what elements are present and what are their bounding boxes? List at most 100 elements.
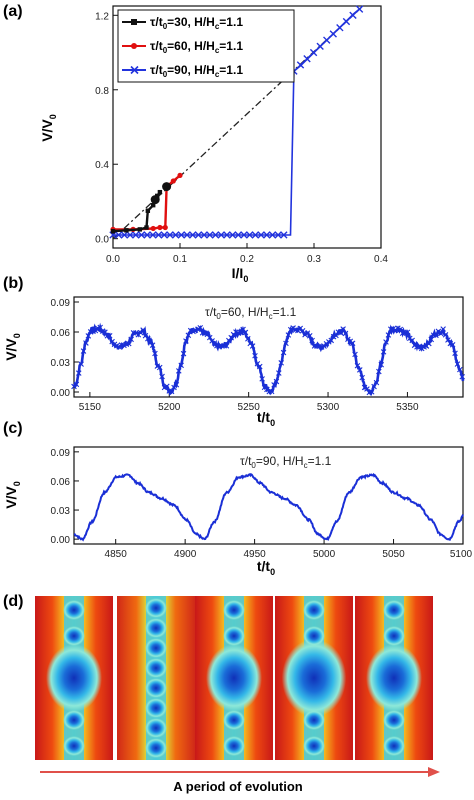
plot-frame-c	[73, 446, 464, 545]
series-marker-square	[124, 228, 129, 233]
waveform-b-marker	[180, 350, 187, 357]
panel-label-d: (d)	[3, 593, 23, 610]
legend-box	[117, 9, 295, 83]
waveform-b-marker	[78, 361, 84, 367]
y-tick-label-b: 0.00	[51, 388, 71, 399]
waveform-b-marker	[259, 376, 265, 382]
waveform-b-marker	[385, 332, 392, 338]
vortex-core	[145, 618, 167, 638]
series-marker-circle	[162, 224, 168, 231]
vortex-core	[223, 736, 245, 756]
series-marker-circle	[150, 225, 156, 232]
y-tick-label-b: 0.06	[51, 328, 71, 339]
waveform-b-marker	[440, 326, 446, 332]
vortex-core	[46, 644, 102, 712]
legend-marker-x	[130, 65, 139, 75]
annotation-c: τ/t0=90, H/Hc=1.1	[240, 454, 332, 470]
waveform-b-marker	[223, 343, 230, 349]
snapshot-strip	[35, 596, 433, 760]
series-marker-circle	[157, 224, 163, 231]
series-marker-x	[223, 231, 231, 239]
x-tick-label-b: 5200	[158, 402, 181, 413]
y-tick-label-c: 0.00	[51, 535, 71, 546]
tick-group-c: 4850 4900 4950 5000 5050 5100 0.00 0.03 0.06 0.09	[51, 448, 473, 560]
vortex-core	[145, 638, 167, 658]
series-marker-circle	[170, 178, 176, 184]
waveform-b-marker	[452, 350, 458, 357]
x-tick-label-c: 5000	[313, 549, 336, 560]
tick-group-a: 0.0 0.1 0.2 0.3 0.4 0.0 0.4 0.8 1.2	[95, 11, 388, 265]
waveform-b-marker	[252, 352, 258, 359]
waveform-b-marker	[445, 337, 451, 343]
waveform-b-marker	[280, 349, 287, 356]
evolution-caption: A period of evolution	[173, 779, 303, 794]
series-marker-x	[323, 36, 331, 44]
waveform-c-line	[73, 472, 464, 542]
series-marker-x	[132, 231, 140, 239]
waveform-b-marker	[457, 366, 463, 373]
waveform-b-marker	[376, 368, 382, 375]
x-tick-label-a: 0.4	[374, 254, 388, 265]
waveform-b-marker	[404, 329, 411, 336]
vortex-core	[303, 626, 325, 646]
waveform-b-marker	[176, 368, 182, 374]
snapshot-2	[117, 596, 195, 760]
waveform-b-marker	[73, 381, 80, 388]
waveform-b-marker	[397, 326, 404, 333]
waveform-b-marker	[249, 343, 256, 349]
waveform-b-marker	[83, 340, 89, 346]
waveform-b-marker	[268, 388, 275, 395]
legend-label: τ/t0=90, H/Hc=1.1	[150, 63, 243, 79]
series-group-a	[109, 5, 364, 239]
x-tick-label-b: 5150	[79, 402, 102, 413]
waveform-b-marker	[159, 373, 165, 380]
waveform-b-marker	[102, 329, 108, 336]
waveform-b-marker	[285, 332, 292, 338]
series-marker-x	[234, 231, 242, 239]
waveform-b-marker	[149, 342, 156, 348]
y-tick-label-c: 0.03	[51, 506, 71, 517]
legend-label: τ/t0=30, H/Hc=1.1	[150, 15, 243, 31]
waveform-b-marker	[426, 340, 432, 347]
ylabel-c: V/V0	[3, 481, 22, 509]
series-marker-x	[316, 42, 324, 51]
waveform-b-marker	[299, 328, 306, 334]
vortex-core	[63, 710, 85, 730]
series-marker-x	[126, 231, 134, 239]
vortex-core	[145, 698, 167, 718]
series-marker-square	[137, 227, 142, 232]
waveform-b-marker	[283, 340, 289, 347]
series-marker-x	[149, 231, 157, 239]
waveform-b-line	[72, 322, 465, 397]
waveform-b-marker	[97, 324, 103, 331]
waveform-b-marker	[383, 339, 389, 345]
waveform-b-marker	[306, 333, 313, 339]
series-marker-x	[211, 231, 220, 239]
waveform-b-marker	[337, 330, 344, 336]
y-tick-label-a: 0.8	[95, 86, 109, 97]
x-tick-label-c: 5100	[450, 549, 473, 560]
waveform-b-marker	[433, 332, 439, 339]
series-marker-x	[154, 231, 163, 239]
waveform-b-marker	[309, 337, 315, 344]
panel-label-a: (a)	[3, 3, 23, 20]
snapshot-3	[195, 596, 273, 760]
waveform-b-marker	[437, 330, 444, 337]
y-tick-label-c: 0.09	[51, 448, 71, 459]
vortex-core	[145, 598, 167, 618]
vortex-core	[223, 600, 245, 620]
x-tick-label-a: 0.1	[173, 254, 187, 265]
series-marker-x	[280, 231, 288, 239]
waveform-b-marker	[125, 340, 132, 347]
series-marker-x	[268, 231, 277, 239]
tick-group-b: 5150 5200 5250 5300 5350 0.00 0.03 0.06 0.09	[51, 298, 419, 413]
series-marker-x	[137, 231, 146, 239]
waveform-b-marker	[156, 364, 163, 371]
chart-panel-a: 0.0 0.1 0.2 0.3 0.4 0.0 0.4 0.8 1.2 V/V0 I/I0 τ/…	[39, 5, 388, 284]
waveform-b-marker	[80, 348, 87, 354]
y-tick-label-c: 0.06	[51, 477, 71, 488]
highlight-point	[150, 195, 160, 205]
series-marker-x	[309, 48, 318, 57]
series-marker-x	[228, 231, 237, 239]
